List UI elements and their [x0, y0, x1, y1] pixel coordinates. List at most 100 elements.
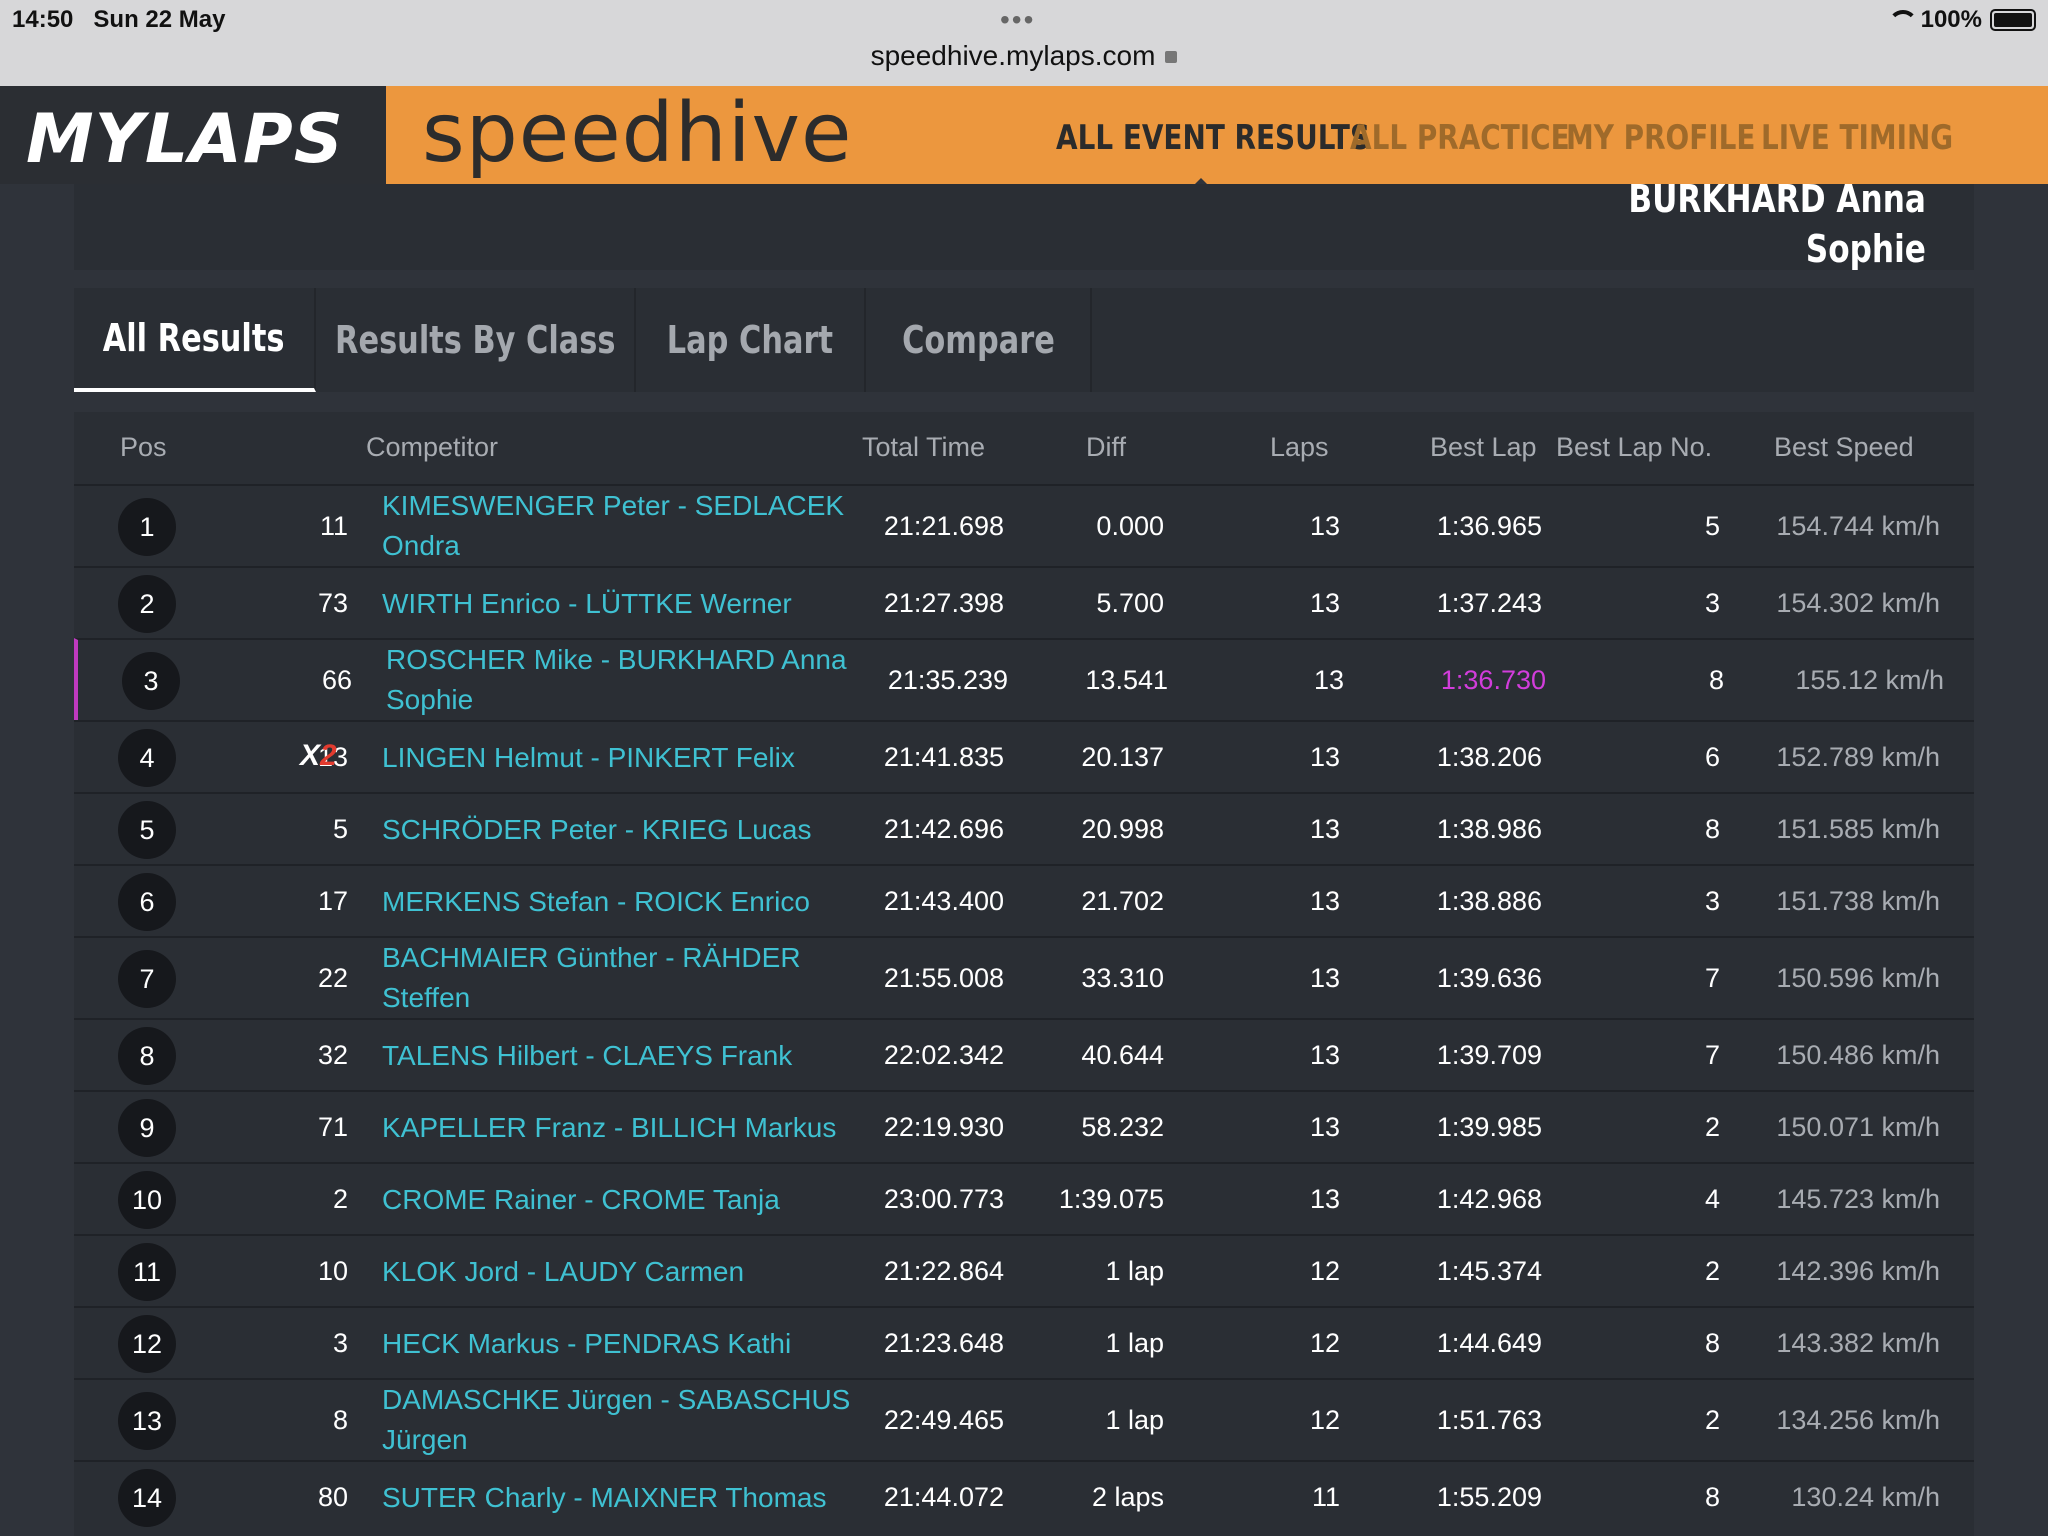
- competitor-link[interactable]: CROME Rainer - CROME Tanja: [382, 1184, 780, 1215]
- car-number: 17: [317, 886, 348, 916]
- position-badge: 1: [118, 498, 176, 556]
- table-row[interactable]: 6 17 MERKENS Stefan - ROICK Enrico 21:43.40…: [74, 864, 1974, 936]
- best-lap-number: 8: [1704, 814, 1720, 844]
- table-row[interactable]: 10 2 CROME Rainer - CROME Tanja 23:00.773 1:…: [74, 1162, 1974, 1234]
- total-time: 22:02.342: [883, 1040, 1004, 1070]
- laps: 13: [1309, 963, 1340, 993]
- best-lap: 1:36.730: [1440, 665, 1546, 695]
- competitor-link[interactable]: ROSCHER Mike - BURKHARD Anna Sophie: [386, 644, 847, 715]
- laps: 11: [1311, 1482, 1340, 1512]
- best-lap: 1:45.374: [1436, 1256, 1542, 1286]
- best-lap: 1:37.243: [1436, 588, 1542, 618]
- table-row[interactable]: 4 13 X2 LINGEN Helmut - PINKERT Felix 21:41.…: [74, 720, 1974, 792]
- competitor-link[interactable]: BACHMAIER Günther - RÄHDER Steffen: [382, 942, 801, 1013]
- table-row[interactable]: 7 22 BACHMAIER Günther - RÄHDER Steffen 21:…: [74, 936, 1974, 1018]
- nav-my-profile[interactable]: MY PROFILE: [1566, 118, 1756, 158]
- laps: 13: [1309, 1184, 1340, 1214]
- tab-compare[interactable]: Compare: [866, 288, 1092, 392]
- mylaps-logo[interactable]: MYLAPS: [26, 100, 344, 179]
- diff: 1 lap: [1105, 1405, 1164, 1435]
- best-lap-number: 2: [1704, 1256, 1720, 1286]
- car-number: 13: [317, 742, 348, 772]
- best-speed: 152.789 km/h: [1776, 742, 1940, 772]
- results-tabs: All Results Results By Class Lap Chart C…: [74, 288, 1974, 392]
- competitor-link[interactable]: LINGEN Helmut - PINKERT Felix: [382, 742, 795, 773]
- best-speed: 150.596 km/h: [1776, 963, 1940, 993]
- diff: 20.137: [1081, 742, 1164, 772]
- header-diff[interactable]: Diff: [1086, 432, 1127, 462]
- laps: 13: [1309, 814, 1340, 844]
- competitor-name: BURKHARD Anna Sophie: [1628, 177, 1926, 271]
- best-lap: 1:42.968: [1436, 1184, 1542, 1214]
- best-speed: 143.382 km/h: [1776, 1328, 1940, 1358]
- car-number: 10: [317, 1256, 348, 1286]
- table-row[interactable]: 14 80 SUTER Charly - MAIXNER Thomas 21:44.0…: [74, 1460, 1974, 1532]
- header-total-time[interactable]: Total Time: [862, 432, 986, 462]
- competitor-link[interactable]: KIMESWENGER Peter - SEDLACEK Ondra: [382, 490, 845, 561]
- best-speed: 151.585 km/h: [1776, 814, 1940, 844]
- speedhive-logo[interactable]: speedhive: [422, 86, 853, 181]
- mylaps-logo-area[interactable]: MYLAPS: [0, 86, 386, 184]
- car-number: 3: [332, 1328, 348, 1358]
- header-laps[interactable]: Laps: [1270, 432, 1329, 462]
- diff: 5.700: [1096, 588, 1164, 618]
- table-row[interactable]: 13 8 DAMASCHKE Jürgen - SABASCHUS Jürgen 22…: [74, 1378, 1974, 1460]
- car-number: 8: [332, 1405, 348, 1435]
- table-row[interactable]: 11 10 KLOK Jord - LAUDY Carmen 21:22.864 1 l…: [74, 1234, 1974, 1306]
- address-bar[interactable]: speedhive.mylaps.com: [0, 40, 2048, 72]
- competitor-link[interactable]: DAMASCHKE Jürgen - SABASCHUS Jürgen: [382, 1384, 851, 1455]
- header-best-lap[interactable]: Best Lap: [1430, 432, 1537, 462]
- total-time: 21:23.648: [883, 1328, 1004, 1358]
- position-badge: 8: [118, 1027, 176, 1085]
- table-row[interactable]: 1 11 KIMESWENGER Peter - SEDLACEK Ondra 21:…: [74, 484, 1974, 566]
- table-row[interactable]: 8 32 TALENS Hilbert - CLAEYS Frank 22:02.34…: [74, 1018, 1974, 1090]
- active-nav-caret: [1193, 178, 1209, 186]
- header-competitor[interactable]: Competitor: [366, 432, 499, 462]
- table-row[interactable]: 5 5 SCHRÖDER Peter - KRIEG Lucas 21:42.696 2…: [74, 792, 1974, 864]
- tab-all-results[interactable]: All Results: [74, 288, 316, 392]
- table-row[interactable]: 2 73 WIRTH Enrico - LÜTTKE Werner 21:27.398…: [74, 566, 1974, 638]
- status-bar: 14:50 Sun 22 May ••• speedhive.mylaps.co…: [0, 0, 2048, 86]
- tab-results-by-class[interactable]: Results By Class: [316, 288, 636, 392]
- competitor-link[interactable]: KAPELLER Franz - BILLICH Markus: [382, 1112, 837, 1143]
- total-time: 22:19.930: [883, 1112, 1004, 1142]
- total-time: 21:41.835: [883, 742, 1004, 772]
- table-row[interactable]: 12 3 HECK Markus - PENDRAS Kathi 21:23.648 1…: [74, 1306, 1974, 1378]
- more-dots-icon[interactable]: •••: [1000, 4, 1036, 35]
- competitor-link[interactable]: SUTER Charly - MAIXNER Thomas: [382, 1482, 827, 1513]
- total-time: 21:42.696: [883, 814, 1004, 844]
- diff: 13.541: [1085, 665, 1168, 695]
- header-pos[interactable]: Pos: [120, 432, 167, 462]
- diff: 20.998: [1081, 814, 1164, 844]
- total-time: 21:35.239: [887, 665, 1008, 695]
- competitor-link[interactable]: TALENS Hilbert - CLAEYS Frank: [382, 1040, 793, 1071]
- nav-all-practice[interactable]: ALL PRACTICE: [1350, 118, 1570, 158]
- best-speed: 151.738 km/h: [1776, 886, 1940, 916]
- tab-lap-chart[interactable]: Lap Chart: [636, 288, 866, 392]
- position-badge: 11: [118, 1243, 176, 1301]
- diff: 1 lap: [1105, 1256, 1164, 1286]
- total-time: 21:27.398: [883, 588, 1004, 618]
- competitor-link[interactable]: HECK Markus - PENDRAS Kathi: [382, 1328, 792, 1359]
- competitor-link[interactable]: SCHRÖDER Peter - KRIEG Lucas: [382, 814, 812, 845]
- competitor-link[interactable]: MERKENS Stefan - ROICK Enrico: [382, 886, 810, 917]
- best-lap-number: 5: [1704, 511, 1720, 541]
- nav-live-timing[interactable]: LIVE TIMING: [1761, 118, 1954, 158]
- nav-all-event-results[interactable]: ALL EVENT RESULTS: [1056, 118, 1371, 158]
- best-lap-number: 2: [1704, 1405, 1720, 1435]
- table-row[interactable]: 9 71 KAPELLER Franz - BILLICH Markus 22:19.…: [74, 1090, 1974, 1162]
- competitor-link[interactable]: WIRTH Enrico - LÜTTKE Werner: [382, 588, 792, 619]
- laps: 13: [1309, 1040, 1340, 1070]
- position-badge: 12: [118, 1315, 176, 1373]
- table-row[interactable]: 3 66 ROSCHER Mike - BURKHARD Anna Sophie 21…: [74, 638, 1974, 720]
- laps: 12: [1309, 1328, 1340, 1358]
- diff: 0.000: [1096, 511, 1164, 541]
- diff: 1 lap: [1105, 1328, 1164, 1358]
- best-speed: 130.24 km/h: [1791, 1482, 1940, 1512]
- best-speed: 134.256 km/h: [1776, 1405, 1940, 1435]
- competitor-link[interactable]: KLOK Jord - LAUDY Carmen: [382, 1256, 745, 1287]
- best-lap-number: 3: [1704, 588, 1720, 618]
- header-best-lap-no[interactable]: Best Lap No.: [1556, 432, 1713, 462]
- header-best-speed[interactable]: Best Speed: [1774, 432, 1914, 462]
- best-lap: 1:51.763: [1436, 1405, 1542, 1435]
